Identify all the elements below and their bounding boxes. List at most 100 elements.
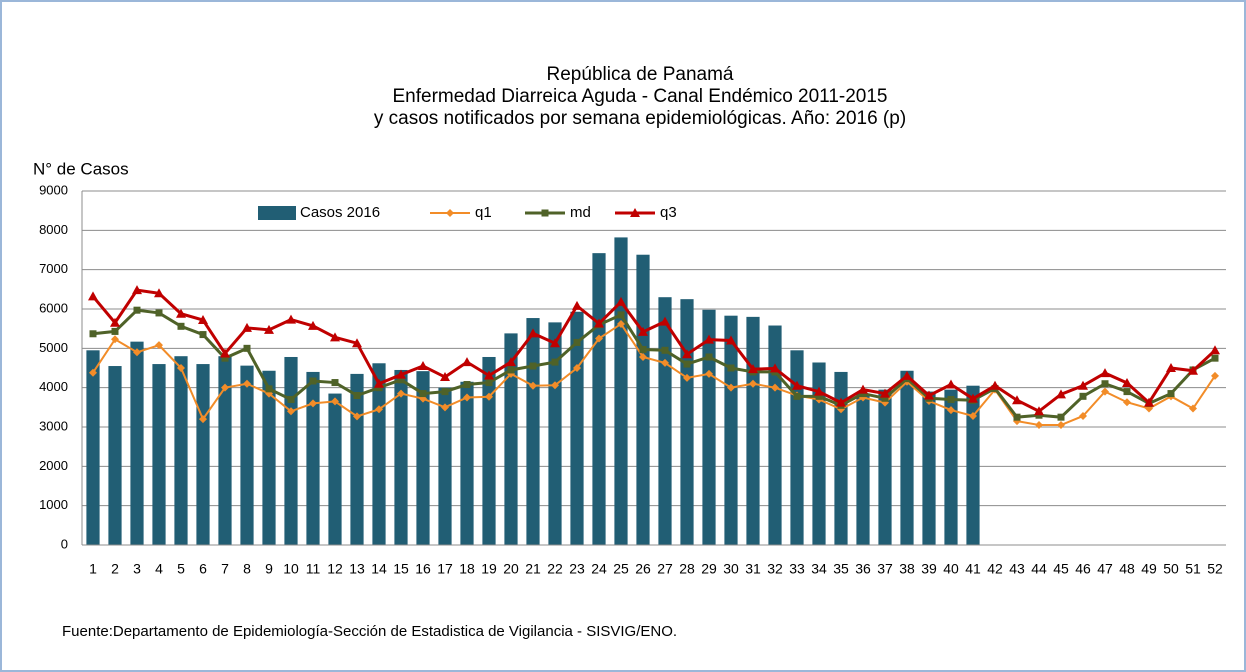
marker (133, 306, 141, 314)
line (92, 308, 1216, 419)
marker (419, 390, 427, 398)
marker (727, 383, 735, 392)
marker (111, 335, 119, 344)
marker (462, 357, 472, 367)
marker (1188, 365, 1198, 375)
bar (416, 371, 430, 545)
marker (1123, 388, 1131, 396)
marker (177, 364, 185, 372)
marker (441, 403, 449, 412)
x-tick-label: 52 (1207, 561, 1223, 577)
x-tick-label: 41 (965, 561, 981, 577)
x-tick-label: 16 (415, 561, 431, 577)
marker (836, 397, 846, 407)
bar (460, 381, 474, 545)
bar (922, 391, 936, 545)
marker (264, 324, 274, 334)
legend-marker (541, 209, 549, 217)
x-tick-label: 28 (679, 561, 695, 577)
x-tick-label: 48 (1119, 561, 1135, 577)
marker (155, 309, 163, 317)
marker (418, 361, 428, 371)
marker (375, 405, 383, 414)
x-tick-label: 36 (855, 561, 871, 577)
bar (900, 370, 914, 545)
legend-marker (446, 209, 454, 217)
x-tick-label: 50 (1163, 561, 1179, 577)
bar (702, 309, 716, 545)
marker (880, 388, 890, 398)
marker (1057, 421, 1065, 430)
bar (262, 370, 276, 545)
bar (834, 371, 848, 545)
marker (616, 296, 626, 306)
x-tick-label: 6 (199, 561, 207, 577)
x-tick-label: 34 (811, 561, 827, 577)
marker (594, 318, 604, 328)
bar (350, 373, 364, 545)
legend-label: Casos 2016 (300, 204, 380, 221)
x-tick-label: 29 (701, 561, 717, 577)
x-tick-label: 38 (899, 561, 915, 577)
marker (704, 334, 714, 344)
marker (1079, 411, 1087, 420)
marker (485, 379, 493, 387)
marker (1078, 380, 1088, 390)
legend-swatch (258, 206, 296, 220)
marker (506, 357, 516, 367)
marker (484, 370, 494, 380)
marker (968, 393, 978, 403)
marker (881, 394, 889, 402)
bar (592, 253, 606, 545)
marker (265, 385, 273, 393)
marker (221, 383, 229, 392)
marker (1034, 406, 1044, 416)
x-tick-label: 2 (111, 561, 119, 577)
x-tick-label: 26 (635, 561, 651, 577)
x-tick-label: 47 (1097, 561, 1113, 577)
marker (331, 379, 339, 387)
x-tick-label: 33 (789, 561, 805, 577)
marker (529, 362, 537, 370)
marker (1122, 377, 1132, 387)
marker (353, 412, 361, 421)
marker (1101, 380, 1109, 388)
marker (990, 380, 1000, 390)
marker (1211, 354, 1219, 362)
marker (705, 369, 713, 378)
marker (1144, 397, 1154, 407)
marker (199, 331, 207, 339)
marker (947, 395, 955, 403)
marker (727, 364, 735, 372)
marker (133, 348, 141, 357)
bar (306, 371, 320, 545)
x-tick-label: 10 (283, 561, 299, 577)
marker (221, 354, 229, 362)
bar (856, 393, 870, 545)
marker (352, 338, 362, 348)
x-tick-label: 32 (767, 561, 783, 577)
bar (966, 385, 980, 545)
bar (218, 356, 232, 545)
marker (814, 386, 824, 396)
marker (309, 399, 317, 408)
marker (551, 358, 559, 366)
y-tick-label: 0 (61, 536, 68, 551)
bar (504, 333, 518, 545)
bar (526, 318, 540, 545)
marker (353, 392, 361, 400)
marker (111, 327, 119, 335)
marker (748, 364, 758, 374)
marker (1167, 390, 1175, 398)
bar (328, 393, 342, 545)
x-tick-label: 40 (943, 561, 959, 577)
y-tick-label: 9000 (39, 182, 68, 197)
marker (441, 388, 449, 396)
x-tick-label: 42 (987, 561, 1003, 577)
marker (287, 407, 295, 416)
chart-title: Enfermedad Diarreica Aguda - Canal Endém… (392, 86, 887, 107)
x-tick-label: 35 (833, 561, 849, 577)
x-tick-label: 21 (525, 561, 541, 577)
marker (682, 349, 692, 359)
marker (330, 332, 340, 342)
